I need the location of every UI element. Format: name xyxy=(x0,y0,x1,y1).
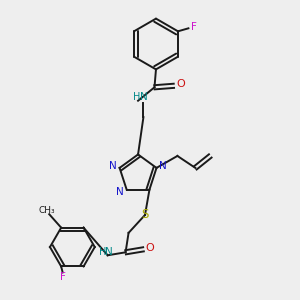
Text: F: F xyxy=(60,272,66,282)
Text: N: N xyxy=(105,247,113,257)
Text: O: O xyxy=(176,79,185,89)
Text: F: F xyxy=(191,22,197,32)
Text: N: N xyxy=(109,161,117,171)
Text: H: H xyxy=(99,247,106,257)
Text: S: S xyxy=(141,208,149,221)
Text: H: H xyxy=(133,92,140,102)
Text: N: N xyxy=(116,187,124,197)
Text: N: N xyxy=(159,160,167,170)
Text: N: N xyxy=(140,92,147,102)
Text: CH₃: CH₃ xyxy=(38,206,55,215)
Text: O: O xyxy=(146,243,154,253)
